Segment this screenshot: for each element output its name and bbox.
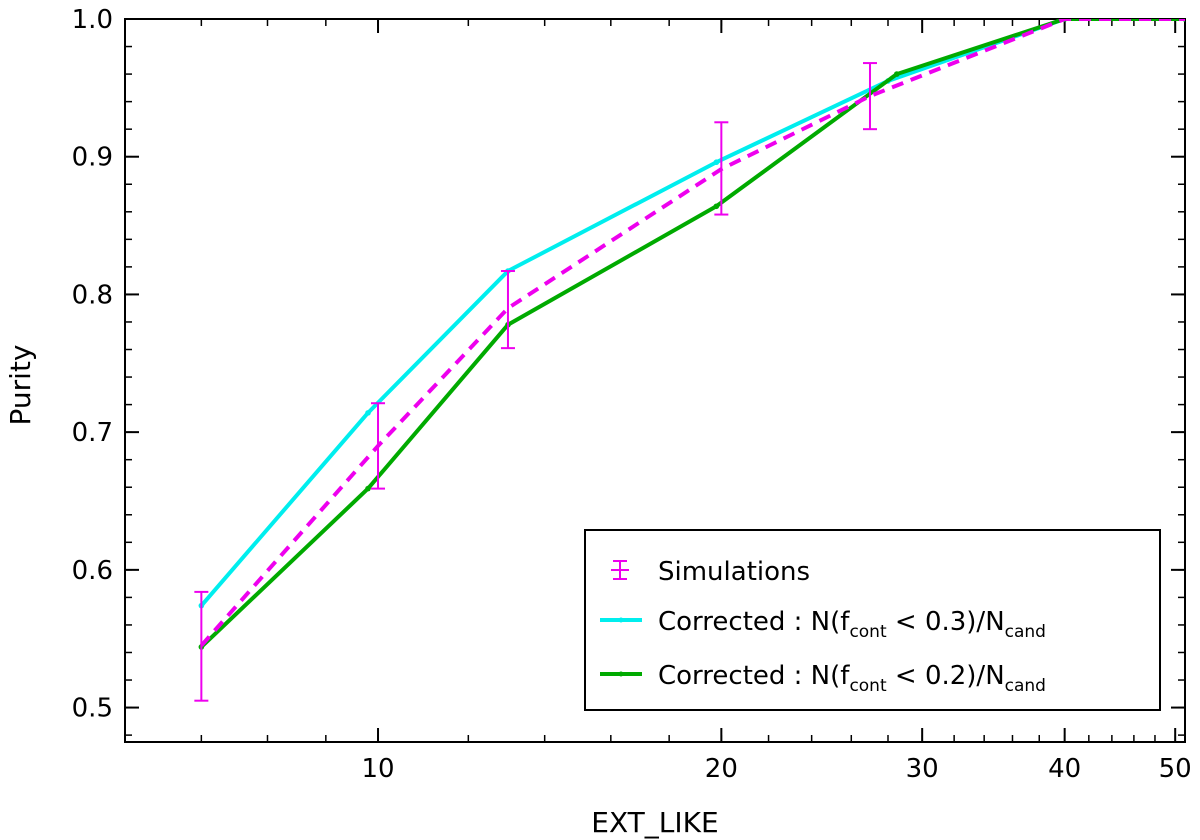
x-tick-label: 50 <box>1159 754 1192 784</box>
legend-box <box>584 529 1161 711</box>
legend-label-corrected-02-prefix: Corrected : N(f <box>658 661 850 691</box>
legend-dot-corrected-02 <box>618 671 624 677</box>
data-point-1 <box>713 159 720 166</box>
data-point-2 <box>713 203 720 210</box>
legend-label-corrected-02: Corrected : N(fcont < 0.2)/Ncand <box>658 661 1046 696</box>
y-tick-label: 0.5 <box>72 694 113 724</box>
legend-label-corrected-02-mid: < 0.2)/N <box>887 661 1005 691</box>
y-axis-title: Purity <box>4 345 37 426</box>
y-tick-label: 1.0 <box>72 5 113 35</box>
data-point-2 <box>365 485 371 492</box>
legend-dot-corrected-03 <box>618 617 624 623</box>
legend-label-corrected-03-mid: < 0.3)/N <box>887 607 1005 637</box>
series-layer <box>194 19 1185 702</box>
legend-label-simulations: Simulations <box>658 557 810 587</box>
data-point-1 <box>365 410 371 416</box>
x-axis-title: EXT_LIKE <box>591 806 718 839</box>
x-tick-label: 10 <box>361 754 394 784</box>
y-tick-label: 0.8 <box>72 280 113 310</box>
legend: Simulations Corrected : N(fcont < 0.3)/N… <box>584 529 1161 711</box>
y-tick-label: 0.9 <box>72 143 113 173</box>
legend-entry-simulations: Simulations <box>611 557 810 587</box>
legend-label-corrected-03-sub2: cand <box>1005 622 1046 642</box>
y-tick-label: 0.6 <box>72 556 113 586</box>
data-point-2 <box>893 71 900 77</box>
plot-frame <box>124 18 1186 743</box>
y-tick-label: 0.7 <box>72 418 113 448</box>
legend-entry-corrected-02: Corrected : N(fcont < 0.2)/Ncand <box>600 661 1046 696</box>
x-tick-label: 40 <box>1048 754 1081 784</box>
legend-label-corrected-02-sub2: cand <box>1005 676 1046 696</box>
series-0 <box>194 19 1185 702</box>
axis-ticks <box>124 18 1185 742</box>
axis-tick-labels: 10 20 30 40 50 0.5 0.6 0.7 0.8 0.9 1.0 <box>72 5 1192 784</box>
x-tick-label: 30 <box>906 754 939 784</box>
series-1 <box>198 19 1185 609</box>
series-line-1 <box>199 19 1185 607</box>
legend-label-corrected-03-sub1: cont <box>849 622 887 642</box>
legend-label-corrected-03-prefix: Corrected : N(f <box>658 607 850 637</box>
legend-label-corrected-03: Corrected : N(fcont < 0.3)/Ncand <box>658 607 1046 642</box>
x-tick-label: 20 <box>705 754 738 784</box>
legend-label-corrected-02-sub1: cont <box>849 676 887 696</box>
legend-entry-corrected-03: Corrected : N(fcont < 0.3)/Ncand <box>600 607 1046 642</box>
